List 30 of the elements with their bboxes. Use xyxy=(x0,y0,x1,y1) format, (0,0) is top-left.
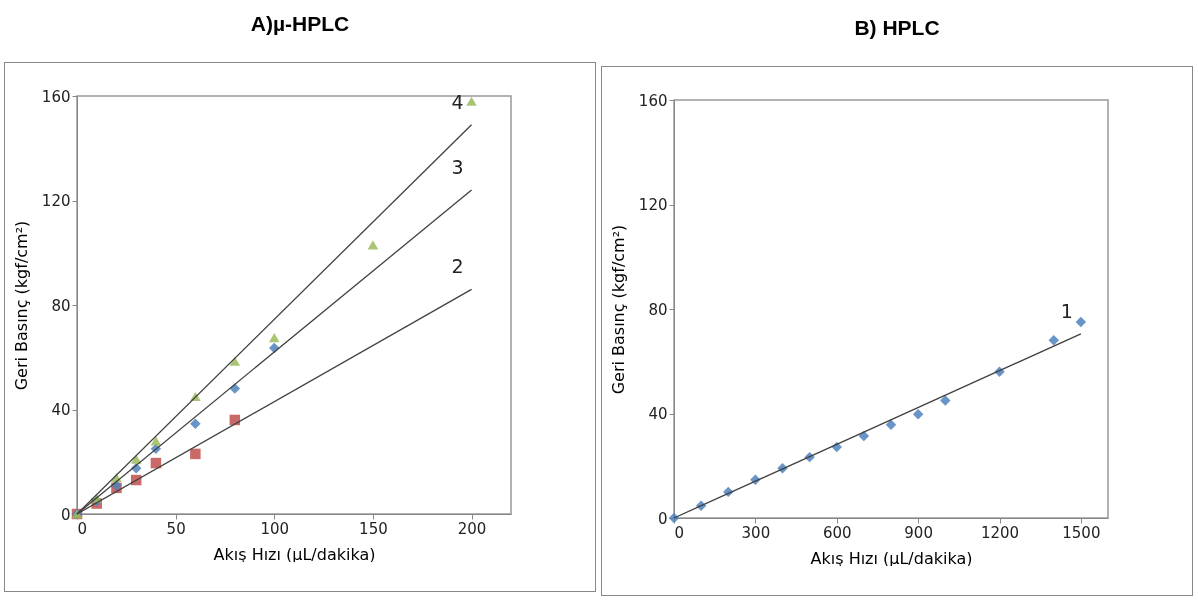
x-tick-label: 50 xyxy=(166,519,186,538)
x-tick-label: 900 xyxy=(904,523,933,542)
y-tick-label: 160 xyxy=(41,87,71,106)
y-tick-label: 80 xyxy=(648,300,668,319)
y-tick-label: 80 xyxy=(51,296,71,315)
x-tick-label: 600 xyxy=(822,523,852,542)
series-label: 1 xyxy=(1060,299,1073,322)
x-tick-label: 100 xyxy=(260,519,290,538)
series-label: 3 xyxy=(451,156,464,179)
chart-title: A)µ-HPLC xyxy=(249,11,351,37)
x-tick-label: 1200 xyxy=(980,523,1020,542)
series-label: 4 xyxy=(451,90,464,113)
x-tick-label: 200 xyxy=(457,519,487,538)
y-axis-title: Geri Basınç (kgf/cm²) xyxy=(11,220,31,391)
x-tick-label: 0 xyxy=(674,523,685,542)
series-label: 2 xyxy=(451,255,464,278)
x-tick-label: 150 xyxy=(359,519,388,538)
x-axis-title: Akış Hızı (µL/dakika) xyxy=(810,548,973,568)
x-tick-label: 0 xyxy=(77,519,88,538)
y-tick-label: 120 xyxy=(638,196,668,214)
y-tick-label: 40 xyxy=(648,405,668,423)
y-tick-label: 160 xyxy=(638,91,668,110)
y-tick-label: 40 xyxy=(51,401,71,419)
x-tick-label: 1500 xyxy=(1062,523,1101,542)
y-tick-label: 0 xyxy=(60,505,71,524)
y-axis-title: Geri Basınç (kgf/cm²) xyxy=(608,224,628,395)
y-tick-label: 120 xyxy=(41,192,71,210)
x-axis-title: Akış Hızı (µL/dakika) xyxy=(213,544,376,564)
x-tick-label: 300 xyxy=(741,523,771,542)
chart-title: B) HPLC xyxy=(853,15,941,41)
